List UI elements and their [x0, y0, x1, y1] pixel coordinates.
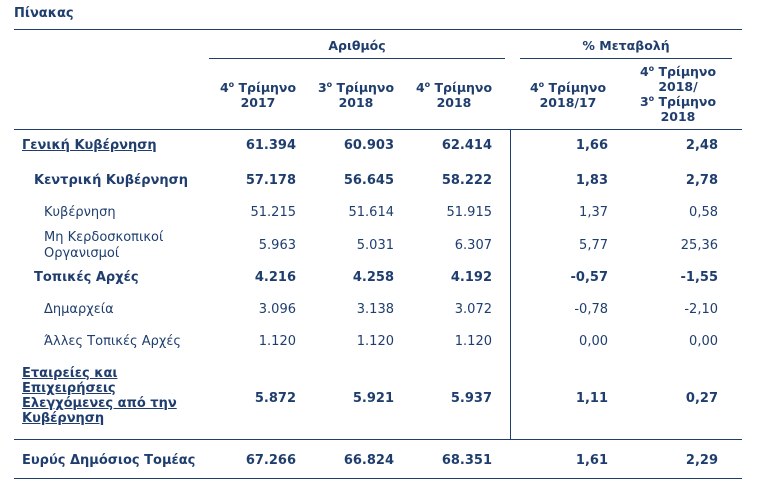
row-label-government-controlled-companies: Εταιρείες και Επιχειρήσεις Ελεγχόμενες α… [22, 366, 177, 426]
cell: 4.216 [254, 270, 296, 285]
cell: 0,58 [689, 205, 718, 220]
cell: 25,36 [680, 238, 718, 253]
total-rule [14, 439, 742, 440]
cell: 1,11 [575, 391, 608, 406]
cell: 4.192 [450, 270, 492, 285]
cell: 62.414 [441, 138, 492, 153]
header-rule [14, 129, 742, 130]
cell: 60.903 [343, 138, 394, 153]
row-label-nonprofits: Μη Κερδοσκοπικοί Οργανισμοί [44, 230, 164, 261]
cell: 0,00 [579, 334, 608, 349]
bottom-rule [14, 478, 742, 479]
cell: 5.937 [450, 391, 492, 406]
cell: 1,83 [575, 173, 608, 188]
cell: 5.872 [254, 391, 296, 406]
col-header-q4-2017: 4ο Τρίμηνο 2017 [219, 79, 297, 110]
col-header-change-yoy: 4ο Τρίμηνο 2018/17 [529, 79, 607, 110]
cell: 51.915 [446, 205, 493, 220]
group-header-count: Αριθμός [328, 38, 386, 53]
cell: 56.645 [343, 173, 394, 188]
row-label-general-government: Γενική Κυβέρνηση [22, 138, 157, 153]
cell: 3.096 [258, 302, 296, 317]
cell: 1.120 [258, 334, 296, 349]
row-label-central-government: Κεντρική Κυβέρνηση [34, 173, 189, 188]
cell: 67.266 [245, 453, 296, 468]
table-title: Πίνακας [14, 6, 74, 21]
row-label-government: Κυβέρνηση [44, 205, 116, 220]
cell: 6.307 [454, 238, 492, 253]
group-header-change: % Μεταβολή [582, 38, 670, 53]
cell: 5.031 [356, 238, 394, 253]
cell: -1,55 [680, 270, 718, 285]
cell: 1.120 [454, 334, 492, 349]
column-separator [510, 129, 511, 439]
cell: 58.222 [441, 173, 492, 188]
cell: 51.614 [348, 205, 395, 220]
cell: 3.138 [356, 302, 394, 317]
col-header-q4-2018: 4ο Τρίμηνο 2018 [415, 79, 493, 110]
cell: 1,61 [575, 453, 608, 468]
cell: 2,78 [685, 173, 718, 188]
cell: 51.215 [250, 205, 297, 220]
cell: 0,27 [685, 391, 718, 406]
cell: 2,29 [685, 453, 718, 468]
row-label-municipalities: Δημαρχεία [44, 302, 114, 317]
col-header-change-qoq: 4ο Τρίμηνο 2018/ 3ο Τρίμηνο 2018 [639, 63, 717, 124]
cell: -2,10 [684, 302, 718, 317]
cell: 5.921 [352, 391, 394, 406]
cell: 2,48 [685, 138, 718, 153]
cell: -0,78 [574, 302, 608, 317]
cell: 0,00 [689, 334, 718, 349]
cell: 66.824 [343, 453, 394, 468]
cell: 61.394 [245, 138, 296, 153]
row-label-other-local-authorities: Άλλες Τοπικές Αρχές [44, 334, 182, 349]
row-label-broad-public-sector: Ευρύς Δημόσιος Τομέας [22, 453, 196, 468]
cell: 3.072 [454, 302, 492, 317]
cell: 5.963 [258, 238, 296, 253]
cell: 4.258 [352, 270, 394, 285]
top-rule [14, 29, 742, 30]
group-underline-change [520, 58, 732, 59]
group-underline-count [209, 58, 505, 59]
cell: 5,77 [579, 238, 608, 253]
row-label-local-authorities: Τοπικές Αρχές [34, 270, 139, 285]
cell: 68.351 [441, 453, 492, 468]
cell: 57.178 [245, 173, 296, 188]
cell: 1,37 [579, 205, 608, 220]
col-header-q3-2018: 3ο Τρίμηνο 2018 [317, 79, 395, 110]
cell: -0,57 [570, 270, 608, 285]
cell: 1,66 [575, 138, 608, 153]
cell: 1.120 [356, 334, 394, 349]
